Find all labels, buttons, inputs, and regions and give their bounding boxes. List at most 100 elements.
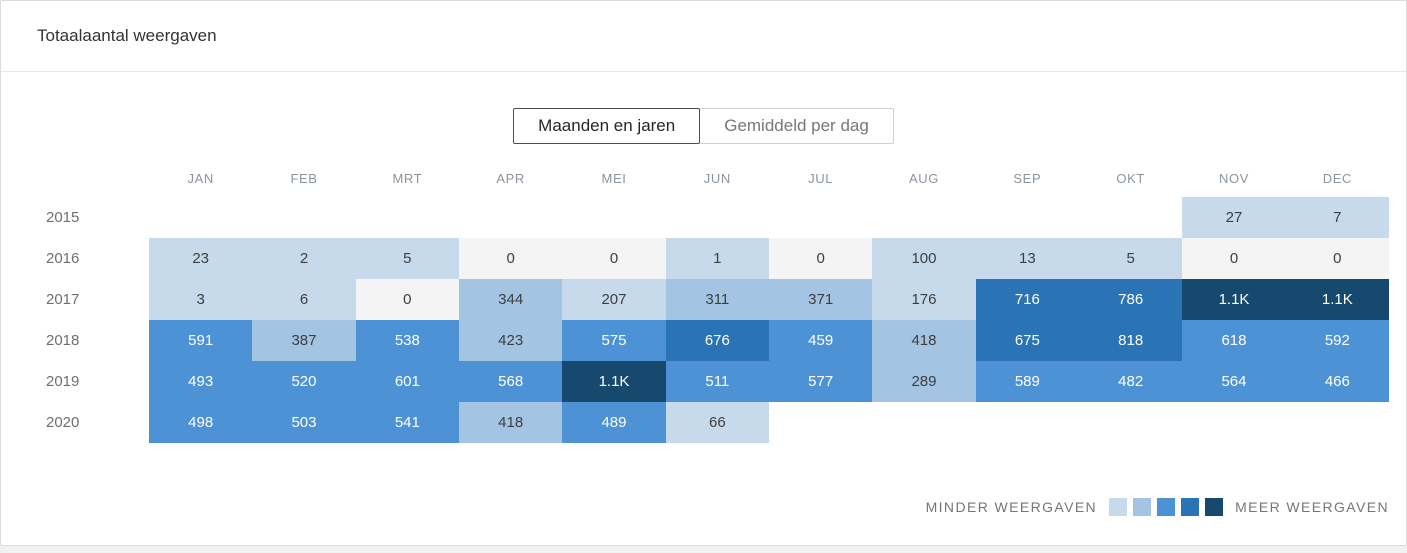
heatmap-cell: 371 bbox=[769, 279, 873, 320]
heatmap-cell: 466 bbox=[1285, 361, 1389, 402]
heatmap-cell bbox=[872, 402, 975, 443]
heatmap-cell: 0 bbox=[1182, 238, 1286, 279]
month-header: MEI bbox=[601, 170, 627, 186]
view-mode-toggle-group: Maanden en jaren Gemiddeld per dag bbox=[1, 108, 1406, 144]
heatmap-cell: 3 bbox=[149, 279, 253, 320]
heatmap-cell: 459 bbox=[769, 320, 873, 361]
heatmap-cell: 482 bbox=[1079, 361, 1183, 402]
year-label: 2015 bbox=[46, 209, 80, 226]
heatmap-cell: 13 bbox=[975, 238, 1079, 279]
heatmap-cell bbox=[356, 197, 459, 238]
month-header: JUL bbox=[808, 170, 834, 186]
month-header: MRT bbox=[392, 170, 423, 186]
heatmap-cell: 577 bbox=[769, 361, 873, 402]
heatmap-cell: 564 bbox=[1182, 361, 1286, 402]
heatmap-cell: 1 bbox=[665, 238, 769, 279]
page-title: Totaalaantal weergaven bbox=[37, 26, 217, 45]
heatmap-cell: 100 bbox=[872, 238, 976, 279]
heatmap-cell: 423 bbox=[459, 320, 563, 361]
year-label: 2017 bbox=[46, 291, 80, 308]
heatmap-cell: 289 bbox=[872, 361, 976, 402]
heatmap-cell: 1.1K bbox=[1285, 279, 1389, 320]
heatmap-cell: 0 bbox=[562, 238, 666, 279]
heatmap-cell: 591 bbox=[149, 320, 253, 361]
legend-swatch bbox=[1109, 498, 1128, 516]
heatmap-cell: 489 bbox=[562, 402, 666, 443]
heatmap-cell: 66 bbox=[665, 402, 769, 443]
heatmap-cell: 387 bbox=[252, 320, 356, 361]
legend-swatch bbox=[1133, 498, 1152, 516]
heatmap-cell bbox=[459, 197, 562, 238]
toggle-months-years-button[interactable]: Maanden en jaren bbox=[513, 108, 701, 144]
heatmap-cell bbox=[872, 197, 975, 238]
heatmap-cell: 618 bbox=[1182, 320, 1286, 361]
heatmap-cell: 601 bbox=[355, 361, 459, 402]
month-header: NOV bbox=[1219, 170, 1249, 186]
year-label: 2018 bbox=[46, 332, 80, 349]
month-header: AUG bbox=[909, 170, 939, 186]
heatmap-cell: 0 bbox=[459, 238, 563, 279]
month-header: SEP bbox=[1013, 170, 1042, 186]
heatmap-cell bbox=[769, 197, 872, 238]
heatmap-cell: 5 bbox=[355, 238, 459, 279]
legend-swatches bbox=[1109, 498, 1224, 516]
month-header: JUN bbox=[703, 170, 731, 186]
heatmap-cell bbox=[976, 197, 1079, 238]
heatmap-cell: 418 bbox=[459, 402, 563, 443]
legend-more-label: MEER WEERGAVEN bbox=[1235, 499, 1389, 515]
month-header: DEC bbox=[1322, 170, 1352, 186]
heatmap-cell: 2 bbox=[252, 238, 356, 279]
heatmap-cell: 27 bbox=[1182, 197, 1286, 238]
heatmap-cell: 6 bbox=[252, 279, 356, 320]
heatmap-cell: 23 bbox=[149, 238, 253, 279]
heatmap-cell bbox=[666, 197, 769, 238]
heatmap-cell: 344 bbox=[459, 279, 563, 320]
heatmap-cell: 0 bbox=[1285, 238, 1389, 279]
heatmap-cell: 5 bbox=[1079, 238, 1183, 279]
heatmap-corner bbox=[46, 165, 149, 191]
heatmap-cell: 1.1K bbox=[562, 361, 666, 402]
heatmap-cell: 592 bbox=[1285, 320, 1389, 361]
heatmap-cell: 1.1K bbox=[1182, 279, 1286, 320]
legend-swatch bbox=[1157, 498, 1176, 516]
heatmap-cell: 0 bbox=[355, 279, 459, 320]
heatmap-cell: 311 bbox=[665, 279, 769, 320]
heatmap-cell: 0 bbox=[769, 238, 873, 279]
heatmap-cell: 541 bbox=[355, 402, 459, 443]
heatmap-cell bbox=[1182, 402, 1285, 443]
month-header: OKT bbox=[1116, 170, 1145, 186]
heatmap-cell bbox=[149, 197, 252, 238]
heatmap-cell: 520 bbox=[252, 361, 356, 402]
heatmap-cell: 676 bbox=[665, 320, 769, 361]
heatmap-cell: 675 bbox=[975, 320, 1079, 361]
heatmap-cell: 716 bbox=[975, 279, 1079, 320]
year-label: 2020 bbox=[46, 414, 80, 431]
heatmap-cell: 511 bbox=[665, 361, 769, 402]
year-label: 2019 bbox=[46, 373, 80, 390]
heatmap-cell bbox=[252, 197, 355, 238]
heatmap-cell: 589 bbox=[975, 361, 1079, 402]
heatmap-cell bbox=[562, 197, 665, 238]
legend-swatch bbox=[1205, 498, 1224, 516]
heatmap-cell: 818 bbox=[1079, 320, 1183, 361]
card-header: Totaalaantal weergaven bbox=[1, 1, 1406, 72]
year-label: 2016 bbox=[46, 250, 80, 267]
views-heatmap: JAN FEB MRT APR MEI JUN JUL AUG SEP OKT NOV DEC 2015… bbox=[46, 165, 1389, 443]
heatmap-cell: 7 bbox=[1285, 197, 1389, 238]
heatmap-cell: 568 bbox=[459, 361, 563, 402]
heatmap-cell bbox=[769, 402, 872, 443]
heatmap-cell bbox=[1286, 402, 1389, 443]
month-header: FEB bbox=[290, 170, 318, 186]
legend-swatch bbox=[1181, 498, 1200, 516]
toggle-average-per-day-button[interactable]: Gemiddeld per dag bbox=[699, 108, 894, 144]
legend-less-label: MINDER WEERGAVEN bbox=[925, 499, 1098, 515]
heatmap-cell bbox=[1079, 402, 1182, 443]
heatmap-cell: 575 bbox=[562, 320, 666, 361]
heatmap-cell: 498 bbox=[149, 402, 253, 443]
heatmap-cell bbox=[1079, 197, 1182, 238]
heatmap-cell bbox=[976, 402, 1079, 443]
heatmap-cell: 493 bbox=[149, 361, 253, 402]
month-header: APR bbox=[496, 170, 525, 186]
heatmap-cell: 418 bbox=[872, 320, 976, 361]
